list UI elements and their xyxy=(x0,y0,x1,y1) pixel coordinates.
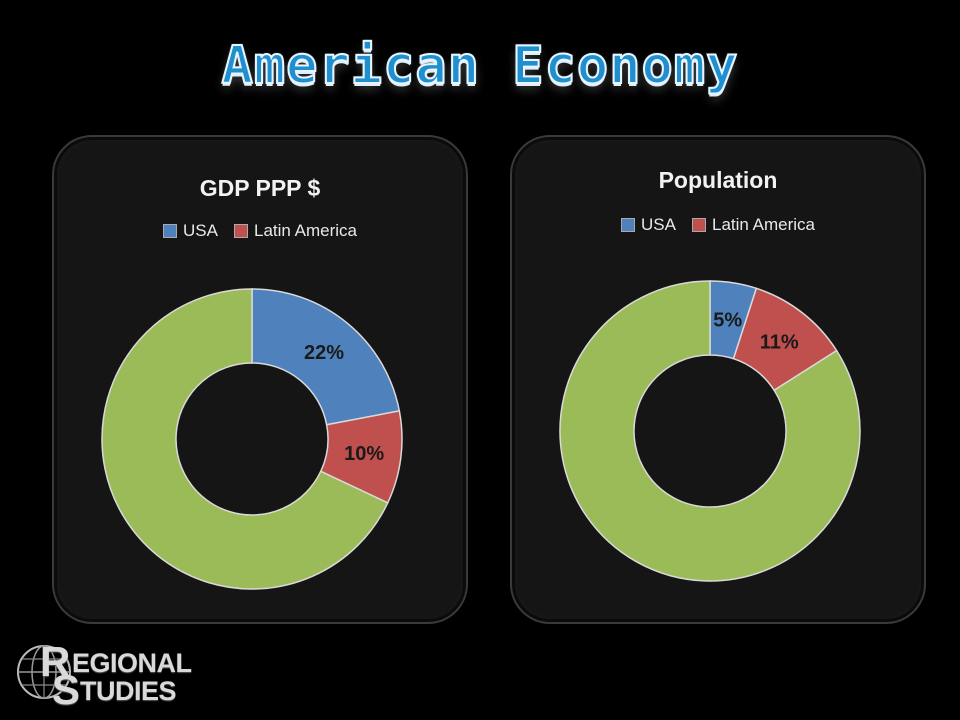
legend-item-usa: USA xyxy=(163,221,218,241)
legend-swatch-latin-america xyxy=(691,218,706,232)
chart-panel-population: Population USA Latin America 5% 11% xyxy=(510,135,926,624)
legend-item-usa: USA xyxy=(621,215,676,235)
legend-label: Latin America xyxy=(253,221,357,240)
legend-item-latin-america: Latin America xyxy=(691,215,815,235)
chart-panel-gdp: GDP PPP $ USA Latin America 22% 10% xyxy=(52,135,468,624)
donut-chart-population: 5% 11% xyxy=(559,280,861,582)
data-label-usa: 22% xyxy=(304,342,344,364)
legend-swatch-usa xyxy=(621,218,636,232)
slice-rest xyxy=(101,288,389,590)
logo-word-1: EGIONAL xyxy=(72,648,192,678)
globe-icon xyxy=(17,645,71,699)
regional-studies-logo: R EGIONAL S TUDIES xyxy=(14,638,224,713)
data-label-usa: 5% xyxy=(713,309,742,331)
data-label-latin-america: 11% xyxy=(760,332,799,354)
slice-usa xyxy=(251,288,401,426)
legend-label: Latin America xyxy=(711,215,815,234)
legend-item-latin-america: Latin America xyxy=(233,221,357,241)
slice-rest xyxy=(559,280,861,582)
legend-label: USA xyxy=(641,215,676,234)
chart-title: Population xyxy=(658,167,778,193)
legend-swatch-usa xyxy=(163,224,178,238)
page-title: American Economy xyxy=(221,35,739,97)
chart-title: GDP PPP $ xyxy=(199,175,321,201)
logo-initial-r: R xyxy=(40,638,70,685)
donut-chart-gdp: 22% 10% xyxy=(101,288,403,590)
logo-word-2: TUDIES xyxy=(80,676,177,706)
legend-swatch-latin-america xyxy=(233,224,248,238)
chart-legend: USA Latin America xyxy=(54,221,466,241)
data-label-latin-america: 10% xyxy=(344,443,384,465)
chart-legend: USA Latin America xyxy=(512,215,924,235)
logo-initial-s: S xyxy=(52,666,80,713)
legend-label: USA xyxy=(183,221,218,240)
